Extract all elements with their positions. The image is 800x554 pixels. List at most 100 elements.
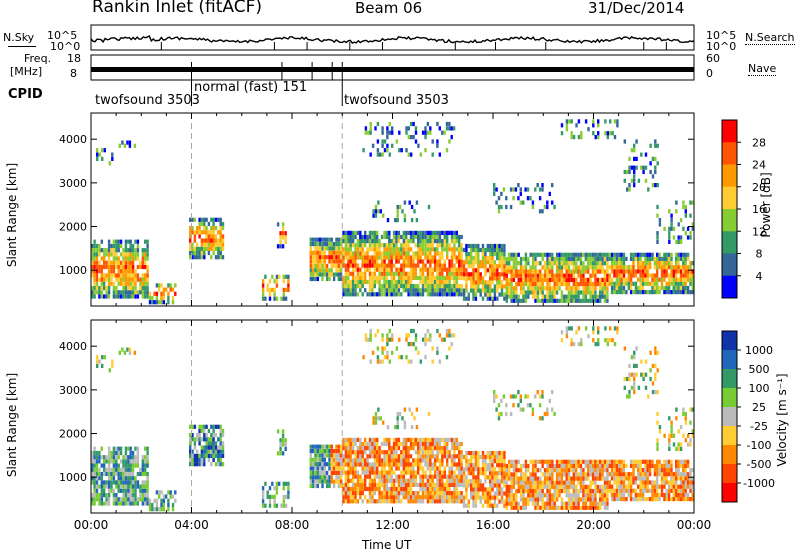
power-cell-2403 (630, 148, 634, 153)
power-cell-622 (339, 246, 343, 251)
velocity-cell-1369 (472, 450, 475, 456)
power-cell-1114 (426, 251, 430, 256)
velocity-cell-1579 (517, 476, 520, 481)
velocity-cell-1787 (567, 505, 571, 510)
velocity-cell-1207 (441, 437, 444, 442)
velocity-cell-1476 (496, 487, 499, 492)
velocity-cell-324 (126, 347, 129, 352)
power-cell-2265 (689, 269, 692, 274)
velocity-cell-947 (397, 478, 401, 483)
power-cell-2166 (663, 269, 666, 274)
power-cell-1498 (500, 284, 504, 289)
power-cell-499 (309, 259, 312, 264)
velocity-cell-257 (144, 480, 147, 485)
velocity-cell-1372 (474, 495, 478, 500)
velocity-cell-1073 (419, 450, 422, 455)
power-cell-1178 (436, 230, 439, 235)
velocity-cell-1969 (606, 459, 609, 464)
power-cell-379 (203, 226, 206, 231)
velocity-cell-1851 (579, 459, 583, 464)
velocity-cell-2170 (663, 459, 666, 464)
power-cell-1531 (508, 294, 511, 299)
power-cell-1866 (584, 286, 587, 291)
velocity-cell-919 (392, 478, 396, 483)
velocity-cell-608 (337, 470, 340, 475)
velocity-cell-191 (129, 484, 132, 489)
power-cell-308 (171, 287, 175, 292)
velocity-cell-961 (400, 474, 403, 479)
velocity-cell-96 (110, 467, 113, 472)
velocity-cell-1351 (470, 471, 473, 476)
power-cell-1700 (546, 261, 549, 266)
velocity-cell-792 (371, 486, 374, 492)
velocity-cell-932 (395, 478, 398, 483)
power-cell-800 (371, 239, 374, 244)
power-cell-829 (376, 234, 379, 240)
power-cell-1270 (453, 251, 456, 256)
power-cell-2251 (684, 256, 687, 261)
power-cell-1593 (522, 294, 525, 299)
power-cell-1334 (465, 252, 468, 257)
velocity-cell-826 (376, 454, 379, 459)
velocity-cell-1092 (424, 495, 427, 500)
velocity-cell-302 (167, 498, 170, 503)
velocity-cell-1884 (589, 501, 592, 506)
velocity-cell-147 (119, 446, 123, 451)
velocity-cell-1317 (462, 499, 466, 504)
velocity-cell-43 (98, 467, 101, 472)
velocity-cell-2182 (667, 488, 671, 493)
velocity-cell-1767 (563, 505, 566, 510)
velocity-cell-1189 (438, 458, 442, 463)
velocity-cell-485 (282, 494, 285, 499)
power-cell-1895 (591, 294, 595, 299)
power-cell-1004 (407, 259, 410, 264)
power-cell-2154 (660, 285, 664, 291)
velocity-cell-1376 (474, 479, 478, 484)
velocity-cell-2096 (641, 459, 645, 464)
velocity-cell-598 (335, 470, 338, 475)
power-cell-1653 (536, 298, 540, 303)
power-cell-2470 (536, 183, 539, 188)
power-cell-1377 (474, 268, 478, 273)
velocity-cell-1870 (584, 472, 587, 477)
power-cell-1086 (421, 251, 425, 256)
power-cell-694 (351, 243, 355, 248)
velocity-cell-449 (279, 438, 282, 443)
power-cell-554 (323, 268, 326, 273)
power-cell-519 (314, 255, 317, 260)
velocity-cell-1836 (577, 489, 580, 494)
velocity-cell-455 (284, 446, 287, 451)
power-cell-214 (134, 294, 137, 299)
velocity-cell-650 (344, 446, 348, 451)
velocity-cell-1390 (477, 467, 480, 472)
velocity-cell-1311 (460, 462, 463, 467)
velocity-cell-609 (337, 466, 340, 471)
velocity-cell-2187 (667, 463, 671, 468)
power-cell-448 (279, 235, 282, 240)
power-cell-1155 (433, 267, 437, 272)
power-cell-1800 (570, 294, 573, 299)
power-cell-2383 (606, 131, 609, 136)
velocity-cell-2313 (405, 337, 408, 342)
velocity-cell-2298 (386, 350, 389, 355)
velocity-cell-867 (383, 454, 386, 459)
velocity-cell-508 (311, 470, 315, 475)
power-cell-2084 (639, 265, 642, 270)
power-cell-66 (103, 252, 106, 257)
power-cell-486 (282, 279, 285, 284)
power-cell-2198 (672, 290, 675, 295)
power-cell-988 (405, 263, 408, 268)
velocity-cell-1593 (522, 501, 525, 506)
power-cell-340 (191, 242, 194, 247)
power-cell-1557 (512, 273, 516, 278)
velocity-cell-2214 (675, 459, 678, 464)
power-cell-1382 (474, 243, 478, 249)
velocity-cell-343 (191, 424, 194, 429)
power-cell-2215 (677, 290, 680, 295)
power-cell-398 (210, 242, 213, 247)
power-cell-2538 (679, 218, 683, 223)
power-cell-2330 (424, 135, 427, 140)
velocity-cell-539 (318, 457, 322, 462)
velocity-cell-1536 (508, 476, 511, 481)
velocity-cell-93 (110, 480, 113, 485)
